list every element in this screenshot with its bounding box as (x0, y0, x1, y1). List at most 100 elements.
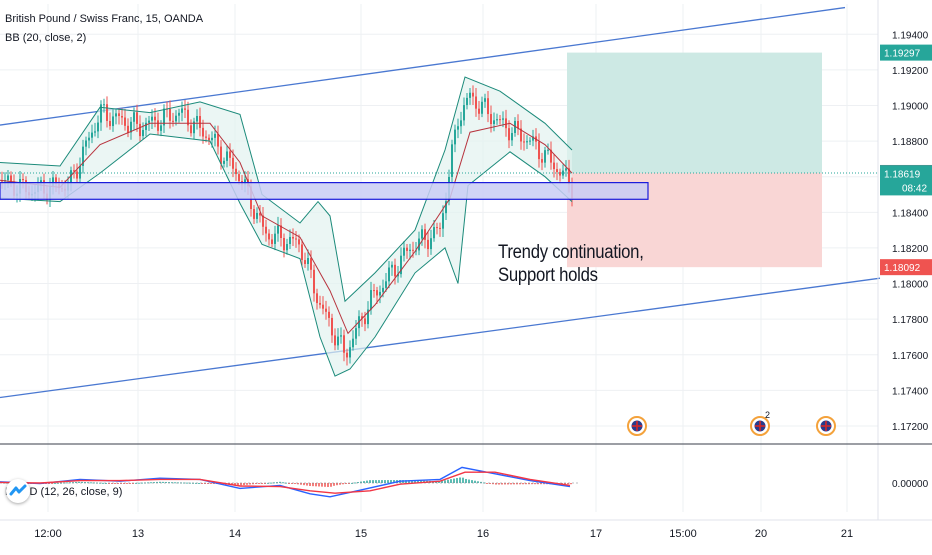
candle-body (403, 247, 405, 256)
macd-histogram-bar (129, 483, 131, 484)
candle-body (460, 120, 462, 127)
candle-body (487, 98, 489, 115)
macd-histogram-bar (513, 483, 515, 485)
candle-body (502, 118, 504, 120)
candle-body (340, 335, 342, 337)
candle-body (547, 149, 549, 151)
macd-histogram-bar (204, 483, 206, 484)
symbol-title[interactable]: British Pound / Swiss Franc, 15, OANDA (5, 13, 204, 25)
macd-histogram-bar (276, 482, 278, 484)
event-count-badge: 2 (765, 410, 770, 420)
candle-body (532, 136, 534, 141)
candle-body (481, 101, 483, 114)
bb-band-fill (0, 77, 572, 377)
candle-body (256, 212, 258, 219)
candle-body (427, 239, 429, 250)
candle-body (529, 140, 531, 142)
candle-body (391, 264, 393, 268)
macd-histogram-bar (519, 483, 521, 485)
macd-histogram-bar (255, 483, 257, 484)
macd-histogram-bar (516, 483, 518, 485)
candle-body (472, 92, 474, 97)
y-tick-label: 1.17400 (892, 386, 929, 397)
macd-histogram-bar (288, 483, 290, 484)
macd-histogram-bar (330, 483, 332, 487)
macd-histogram-bar (360, 481, 362, 483)
macd-histogram-bar (525, 483, 527, 485)
macd-histogram-bar (165, 481, 167, 483)
candle-body (376, 290, 378, 296)
candle-body (202, 127, 204, 137)
macd-histogram-bar (264, 483, 266, 484)
candle-body (193, 121, 195, 134)
tradingview-logo-icon[interactable] (6, 479, 30, 503)
macd-histogram-bar (447, 479, 449, 483)
macd-histogram-bar (489, 483, 491, 484)
candle-body (415, 250, 417, 252)
candle-body (151, 116, 153, 121)
candle-body (154, 116, 156, 121)
x-tick-label: 17 (590, 528, 602, 540)
bb-upper-line (0, 76, 573, 303)
macd-histogram-bar (258, 483, 260, 484)
macd-histogram-bar (111, 483, 113, 484)
macd-histogram-bar (66, 482, 68, 484)
candle-body (76, 171, 78, 179)
candle-body (517, 120, 519, 129)
macd-histogram-bar (246, 483, 248, 485)
macd-histogram-bar (459, 477, 461, 483)
candle-body (142, 129, 144, 137)
macd-histogram-bar (351, 482, 353, 484)
x-tick-label: 15 (355, 528, 367, 540)
candle-body (181, 108, 183, 113)
macd-histogram-bar (375, 480, 377, 483)
candle-body (496, 119, 498, 121)
tradingview-logo-glyph (9, 484, 27, 496)
macd-histogram-bar (369, 480, 371, 483)
candle-body (370, 290, 372, 310)
candle-body (55, 177, 57, 184)
candle-body (367, 309, 369, 325)
candle-body (379, 291, 381, 296)
macd-histogram-bar (504, 483, 506, 485)
price-tag-label: 1.19297 (884, 49, 921, 60)
macd-histogram-bar (123, 483, 125, 484)
macd-histogram-bar (252, 483, 254, 485)
candle-body (322, 304, 324, 309)
candle-body (463, 105, 465, 121)
macd-indicator-label[interactable]: MACD (12, 26, close, 9) (5, 486, 123, 498)
candle-body (73, 170, 75, 172)
candle-body (169, 108, 171, 121)
x-tick-label: 15:00 (669, 528, 697, 540)
macd-histogram-bar (501, 483, 503, 485)
x-tick-label: 20 (755, 528, 767, 540)
macd-histogram-bar (543, 483, 545, 485)
macd-histogram-bar (510, 483, 512, 485)
candle-body (511, 133, 513, 141)
macd-histogram-bar (162, 481, 164, 483)
candle-body (265, 226, 267, 234)
macd-histogram-bar (108, 483, 110, 484)
candle-body (277, 225, 279, 234)
y-tick-label: 1.18200 (892, 244, 929, 255)
candle-body (556, 169, 558, 173)
candle-body (562, 170, 564, 176)
macd-histogram-bar (231, 483, 233, 485)
bb-indicator-label[interactable]: BB (20, close, 2) (5, 32, 87, 44)
candle-body (469, 92, 471, 98)
macd-histogram-bar (387, 480, 389, 483)
macd-signal-line (0, 471, 571, 494)
macd-histogram-bar (462, 477, 464, 483)
macd-histogram-bar (150, 482, 152, 484)
macd-histogram-bar (312, 483, 314, 487)
candle-body (490, 114, 492, 125)
macd-histogram-bar (198, 482, 200, 484)
macd-histogram-bar (267, 482, 269, 484)
candle-body (91, 132, 93, 138)
candle-body (118, 113, 120, 117)
macd-histogram-bar (450, 479, 452, 483)
y-tick-label: 1.19200 (892, 66, 929, 77)
macd-histogram-bar (366, 480, 368, 483)
